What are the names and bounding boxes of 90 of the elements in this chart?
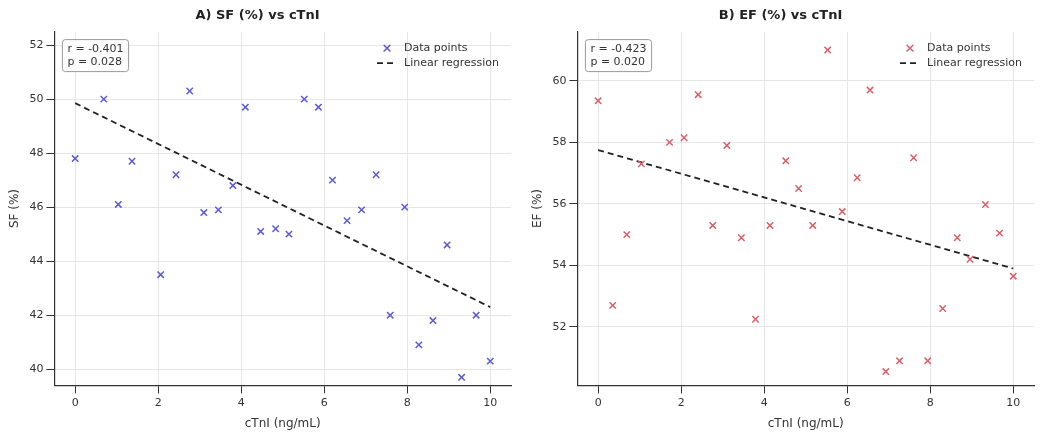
point [128,157,136,166]
point [472,311,481,320]
point [372,170,381,179]
point [751,315,760,324]
point [300,95,309,104]
point [429,316,437,325]
point [400,203,409,212]
x-tick-label: 2 [677,395,685,409]
x-tick-label: 8 [403,395,411,409]
point [608,301,617,310]
x-tick-label: 0 [71,395,79,409]
annotation: r = -0.401 [67,41,124,55]
point [794,184,803,193]
y-axis-title: SF (%) [7,188,22,229]
annotation: r = -0.423 [590,41,647,55]
point [680,133,689,142]
point [881,367,890,376]
point [866,86,874,94]
point [214,205,223,214]
y-tick-label: 50 [29,91,44,105]
y-tick-label: 56 [552,196,567,210]
point [185,87,194,95]
x-tick-label: 6 [843,395,851,409]
point [99,95,108,104]
x-tick-label: 0 [594,395,602,409]
legend-label: Data points [404,40,468,54]
point [781,156,790,165]
annotation: p = 0.020 [590,54,646,68]
y-tick-label: 46 [29,200,44,214]
y-tick-label: 40 [29,362,44,376]
point [71,154,80,163]
x-tick-label: 10 [483,395,498,409]
point [938,304,947,313]
point [808,221,817,230]
y-tick-label: 52 [29,37,44,51]
point [457,373,466,382]
y-tick-label: 48 [29,145,44,159]
x-tick-label: 2 [154,395,162,409]
annotation: p = 0.028 [67,54,123,68]
y-axis-title: EF (%) [530,188,545,229]
x-axis-title: cTnI (ng/mL) [767,415,844,430]
x-axis-title: cTnI (ng/mL) [244,415,321,430]
point [1009,272,1018,281]
y-tick-label: 58 [552,135,567,149]
point [923,356,932,365]
point [156,270,165,279]
x-tick-label: 4 [237,395,245,409]
point [114,200,123,209]
point [909,153,918,162]
point [737,233,746,242]
point [637,159,646,168]
point [357,205,366,214]
y-tick-label: 60 [552,73,567,87]
x-tick-label: 6 [320,395,328,409]
point [328,176,337,185]
point [853,173,862,182]
y-tick-label: 42 [29,308,44,322]
x-tick-label: 8 [926,395,934,409]
point [284,230,293,239]
chart-title: B) EF (%) vs cTnI [718,7,843,23]
point [414,340,423,349]
point [722,141,731,150]
legend-label: Linear regression [927,55,1023,69]
y-tick-label: 44 [29,254,44,268]
point [981,200,990,209]
point [241,103,250,112]
x-tick-label: 4 [760,395,768,409]
legend-label: Linear regression [404,55,500,69]
point [594,96,603,105]
point [966,255,975,264]
point [895,356,904,365]
point [694,90,703,99]
point [838,207,847,216]
chart-title: A) SF (%) vs cTnI [195,7,320,23]
y-tick-label: 52 [552,319,567,333]
point [622,230,631,239]
point [386,311,395,320]
point [271,224,280,233]
point [343,216,351,225]
point [199,208,208,217]
y-tick-label: 54 [552,258,567,272]
point [708,221,717,230]
point [995,229,1004,238]
point [665,138,674,147]
point [486,357,495,366]
point [443,241,452,249]
legend-label: Data points [927,40,991,54]
point [953,233,962,242]
x-tick-label: 10 [1006,395,1021,409]
point [314,103,323,112]
